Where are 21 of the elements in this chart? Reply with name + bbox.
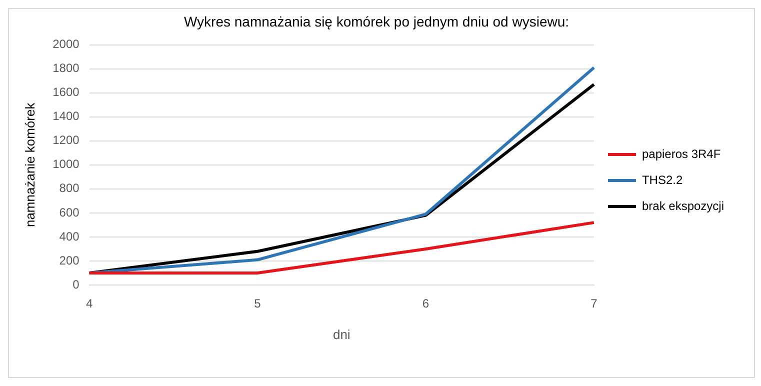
y-axis-title: namnażanie komórek (22, 102, 38, 228)
y-tick-label: 1600 (52, 85, 80, 100)
y-tick-label: 1000 (52, 157, 80, 172)
x-tick-label: 4 (86, 296, 93, 311)
x-tick-label: 7 (590, 296, 598, 311)
legend-label: THS2.2 (642, 172, 683, 187)
y-tick-label: 2000 (52, 37, 80, 52)
x-tick-label: 5 (254, 296, 262, 311)
legend-label: papieros 3R4F (642, 146, 721, 161)
y-tick-label: 800 (59, 181, 80, 196)
y-tick-label: 600 (59, 205, 80, 220)
legend-label: brak ekspozycji (642, 198, 724, 213)
chart-title: Wykres namnażania się komórek po jednym dniu od wysiewu: (184, 13, 570, 30)
y-tick-label: 200 (59, 253, 80, 268)
x-tick-label: 6 (422, 296, 430, 311)
y-tick-label: 400 (59, 229, 80, 244)
y-tick-label: 1400 (52, 109, 80, 124)
y-tick-label: 0 (72, 277, 80, 292)
x-axis-title: dni (332, 326, 350, 342)
y-tick-label: 1800 (52, 61, 80, 76)
y-tick-label: 1200 (52, 133, 80, 148)
